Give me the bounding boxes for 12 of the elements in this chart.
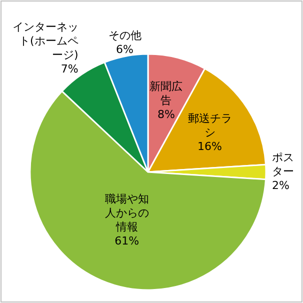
- slice-label: インターネット(ホームページ): [12, 20, 78, 62]
- slice-label: その他: [108, 29, 142, 42]
- data-label: 8%: [157, 108, 175, 122]
- slice-label: ポスター: [272, 151, 294, 178]
- data-label: 2%: [272, 179, 290, 192]
- data-label: 6%: [116, 43, 134, 56]
- slice-label: 新聞広告: [150, 80, 183, 108]
- slice-label: 郵送チラシ: [188, 112, 232, 139]
- data-label: 7%: [60, 62, 78, 76]
- slice-label: 職場や知人からの情報: [104, 192, 149, 234]
- data-label: 61%: [114, 234, 140, 248]
- data-label: 16%: [198, 140, 222, 153]
